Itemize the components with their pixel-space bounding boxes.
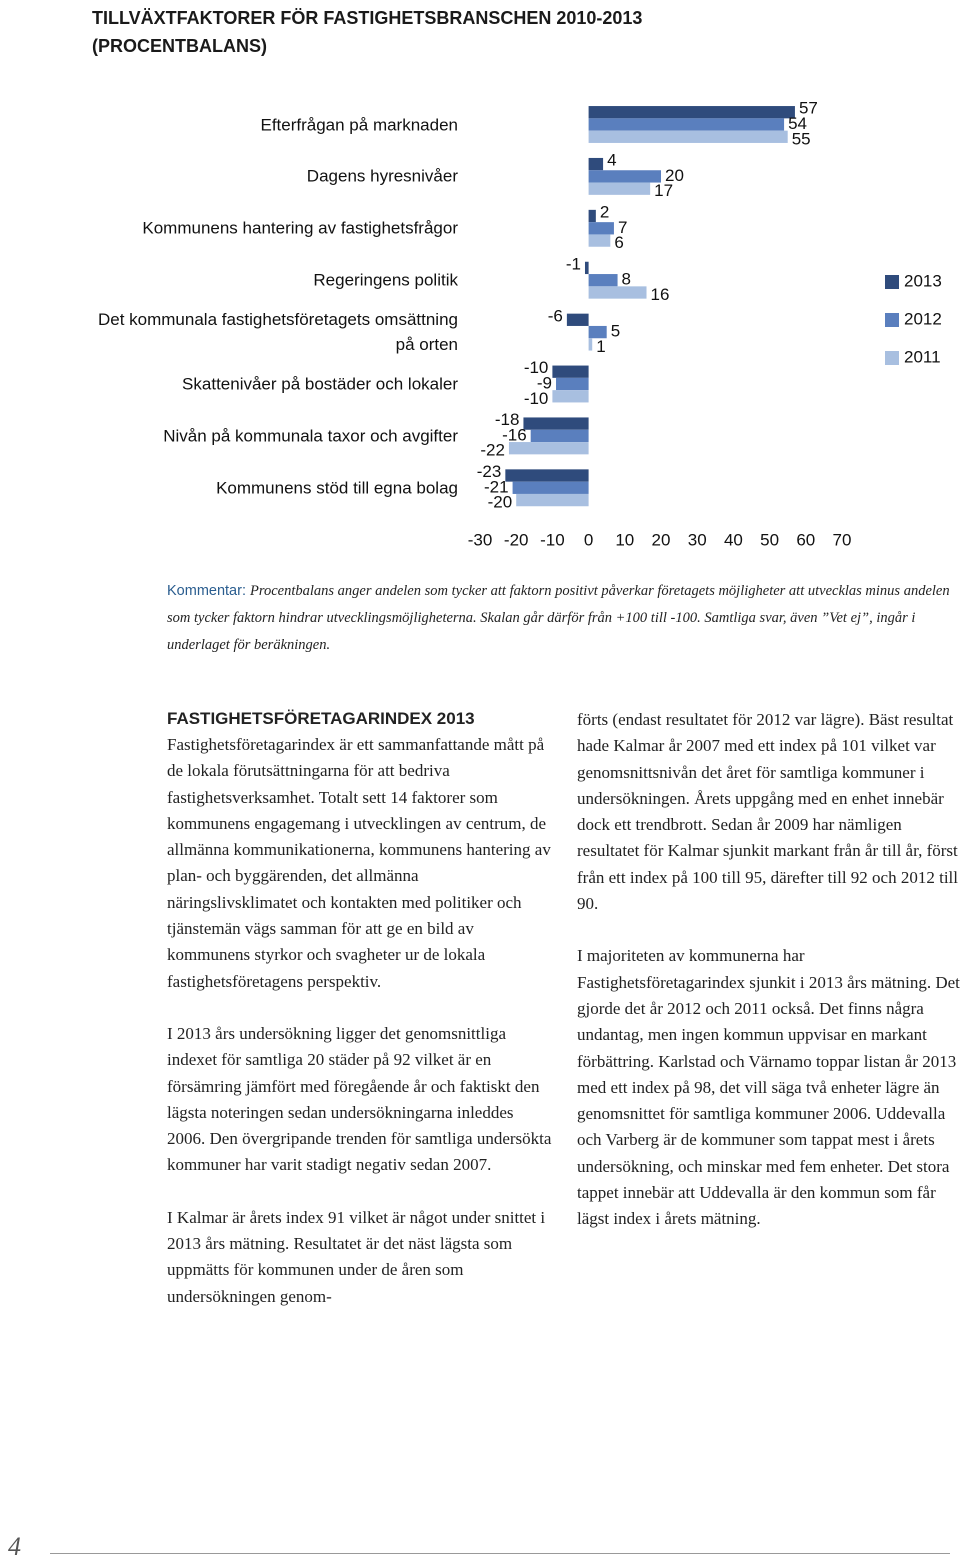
category-label: Efterfrågan på marknaden [260, 115, 458, 134]
bar [588, 130, 788, 143]
data-label: 55 [792, 129, 811, 148]
legend-swatch [885, 313, 899, 327]
legend-label: 2013 [904, 271, 942, 290]
bar [584, 261, 589, 275]
bar [552, 365, 589, 378]
bar [516, 493, 589, 507]
bar [588, 182, 651, 195]
bar [588, 325, 607, 339]
x-tick-label: -10 [540, 530, 565, 549]
category-label: Regeringens politik [313, 270, 458, 290]
bar [508, 442, 589, 455]
bar [588, 274, 618, 287]
chart: -30 -20 -10 0 10 20 30 40 50 60 7057545542017276-1… [468, 99, 942, 550]
category-label: Skattenivåer på bostäder och lokaler [182, 374, 458, 394]
data-label: 7 [618, 218, 627, 237]
bar [512, 481, 589, 494]
bar [530, 429, 589, 443]
x-tick-label: -20 [504, 530, 529, 549]
paragraph: I 2013 års undersökning ligger det genom… [167, 1023, 552, 1175]
bar [588, 170, 661, 183]
bar [552, 390, 589, 403]
data-label: 54 [788, 114, 807, 133]
legend-label: 2012 [904, 309, 942, 328]
data-label: 20 [665, 166, 684, 185]
data-label: -10 [524, 389, 549, 408]
bar [566, 313, 589, 326]
data-label: -21 [484, 477, 509, 496]
comment-text: Procentbalans anger andelen som tycker a… [167, 583, 950, 653]
data-label: -23 [477, 462, 502, 481]
comment: Kommentar: Procentbalans anger andelen so… [167, 578, 957, 659]
data-label: -6 [548, 306, 563, 325]
data-label: -16 [502, 425, 527, 444]
x-tick-label: 0 [584, 530, 593, 549]
legend-swatch [885, 275, 899, 289]
x-tick-label: 60 [796, 530, 815, 549]
data-label: -18 [495, 410, 520, 429]
category-label: Dagens hyresnivåer [306, 166, 458, 186]
data-label: 4 [607, 151, 616, 170]
bar [523, 417, 589, 430]
bar [588, 209, 596, 223]
page-number: 4 [8, 1532, 21, 1561]
data-label: -1 [566, 254, 581, 273]
x-tick-label: 20 [652, 530, 671, 549]
legend-label: 2011 [904, 347, 941, 366]
paragraph: I majoriteten av kommunerna har Fastighe… [577, 946, 960, 1229]
x-tick-label: 10 [615, 530, 634, 549]
paragraph: I Kalmar är årets index 91 vilket är någ… [167, 1207, 546, 1306]
data-label: -22 [480, 441, 505, 460]
x-tick-label: 40 [724, 530, 743, 549]
bar [556, 377, 589, 391]
bar [505, 469, 589, 482]
bar [588, 118, 785, 131]
data-label: 2 [600, 202, 609, 221]
title: TILLVÄXTFAKTORER FÖR FASTIGHETSBRANSCHEN… [92, 8, 643, 56]
bar [588, 157, 604, 171]
paragraph: Fastighetsföretagarindex är ett sammanfa… [167, 735, 551, 991]
right-column: förts (endast resultatet för 2012 var lä… [577, 707, 960, 1259]
category-label: Kommunens hantering av fastighetsfrågor [142, 218, 458, 238]
category-label: Kommunens stöd till egna bolag [216, 478, 458, 498]
data-label: -10 [524, 358, 549, 377]
data-label: 16 [651, 285, 670, 304]
x-tick-label: 50 [760, 530, 779, 549]
data-label: 1 [596, 337, 605, 356]
comment-label: Kommentar: [167, 583, 246, 599]
heading: FASTIGHETSFÖRETAGARINDEX 2013 [167, 709, 475, 728]
category-label: Nivån på kommunala taxor och avgifter [163, 426, 458, 446]
data-label: 6 [614, 233, 623, 252]
data-label: -9 [537, 373, 552, 392]
data-label: -20 [488, 493, 513, 512]
data-label: 5 [611, 322, 620, 341]
x-tick-label: -30 [468, 530, 493, 549]
data-label: 8 [622, 270, 631, 289]
data-label: 57 [799, 99, 818, 118]
data-label: 17 [654, 181, 673, 200]
bar [588, 106, 795, 119]
bar [588, 338, 593, 351]
category-label: Det kommunala fastighetsföretagets omsät… [97, 310, 458, 355]
bar [588, 222, 614, 235]
x-tick-label: 30 [688, 530, 707, 549]
bar [588, 234, 611, 247]
left-column: FASTIGHETSFÖRETAGARINDEX 2013 Fastighets… [167, 706, 552, 1336]
legend-swatch [885, 351, 899, 365]
footer-rule [50, 1553, 950, 1554]
x-tick-label: 70 [833, 530, 852, 549]
paragraph: förts (endast resultatet för 2012 var lä… [577, 710, 958, 914]
bar [588, 286, 647, 299]
